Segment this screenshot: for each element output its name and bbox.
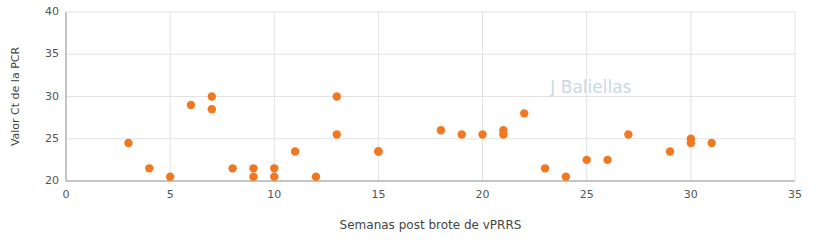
point — [603, 156, 611, 164]
x-tick-label: 20 — [476, 188, 490, 201]
x-tick-label: 10 — [267, 188, 281, 201]
point — [270, 173, 278, 181]
grid-line-y — [66, 138, 795, 139]
grid-line-x — [482, 12, 483, 181]
chart-container: 20 25 30 35 40 0 5 10 15 20 25 30 35 J Baliellas Seman… — [0, 0, 819, 243]
x-tick-label: 15 — [371, 188, 385, 201]
point — [562, 173, 570, 181]
point — [124, 139, 132, 147]
grid-line-x — [66, 12, 67, 181]
point — [541, 164, 549, 172]
grid-line-x — [378, 12, 379, 181]
x-axis-label: Semanas post brote de vPRRS — [340, 218, 522, 232]
x-axis-line — [66, 181, 795, 182]
point — [583, 156, 591, 164]
grid-line-y — [66, 54, 795, 55]
tick-labels: 20 25 30 35 40 0 5 10 15 20 25 30 35 — [45, 5, 802, 201]
point — [499, 130, 507, 138]
point — [437, 126, 445, 134]
grid-line-x — [690, 12, 691, 181]
point — [478, 130, 486, 138]
point — [291, 147, 299, 155]
grid-line-y — [66, 12, 795, 13]
point — [145, 164, 153, 172]
point — [187, 101, 195, 109]
watermark: J Baliellas — [549, 77, 631, 97]
x-tick-label: 25 — [580, 188, 594, 201]
point — [333, 130, 341, 138]
grid-line-y — [66, 181, 795, 182]
point — [333, 92, 341, 100]
y-tick-label: 40 — [45, 5, 59, 18]
grid-line-x — [795, 12, 796, 181]
grid-line-y — [66, 96, 795, 97]
point — [312, 173, 320, 181]
point — [270, 164, 278, 172]
point — [374, 147, 382, 155]
y-tick-label: 35 — [45, 47, 59, 60]
point — [624, 130, 632, 138]
point — [707, 139, 715, 147]
point — [208, 92, 216, 100]
point — [208, 105, 216, 113]
y-tick-label: 30 — [45, 90, 59, 103]
point — [166, 173, 174, 181]
x-tick-label: 0 — [63, 188, 70, 201]
point — [228, 164, 236, 172]
point — [520, 109, 528, 117]
point — [687, 139, 695, 147]
y-axis-line — [66, 12, 67, 181]
point — [458, 130, 466, 138]
y-axis-label: Valor Ct de la PCR — [9, 47, 22, 147]
point — [249, 164, 257, 172]
y-tick-label: 20 — [45, 174, 59, 187]
grid-line-x — [170, 12, 171, 181]
point — [374, 147, 382, 155]
y-tick-label: 25 — [45, 132, 59, 145]
x-tick-label: 30 — [684, 188, 698, 201]
x-tick-label: 5 — [167, 188, 174, 201]
grid — [66, 12, 795, 181]
points — [124, 92, 716, 181]
grid-line-x — [274, 12, 275, 181]
point — [666, 147, 674, 155]
x-tick-label: 35 — [788, 188, 802, 201]
point — [249, 173, 257, 181]
chart: 20 25 30 35 40 0 5 10 15 20 25 30 35 J Baliellas Seman… — [0, 0, 819, 243]
